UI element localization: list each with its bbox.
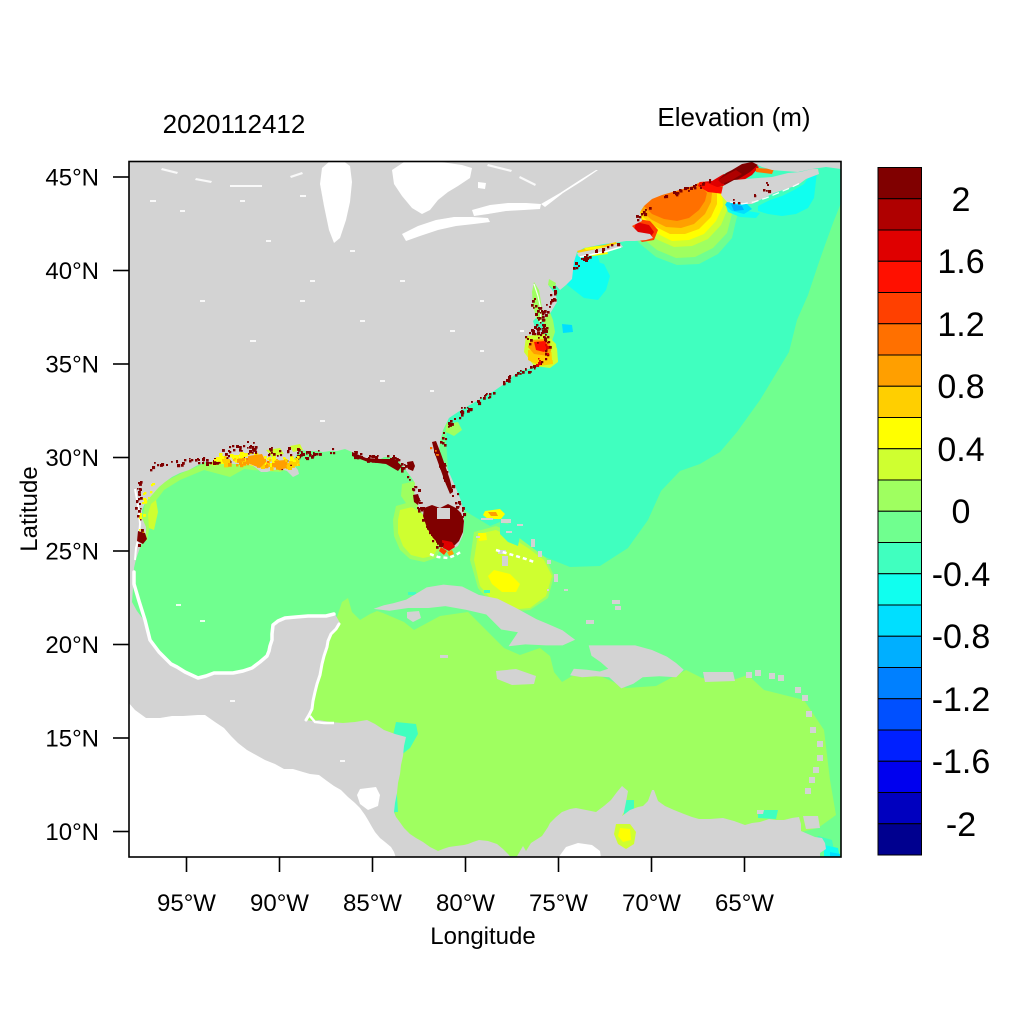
svg-text:Longitude: Longitude (430, 923, 535, 950)
svg-text:-1.2: -1.2 (932, 681, 991, 719)
svg-text:15°N: 15°N (45, 726, 99, 753)
svg-text:1.6: 1.6 (937, 243, 984, 281)
svg-text:65°W: 65°W (715, 890, 774, 917)
svg-text:2: 2 (952, 181, 971, 219)
svg-text:-0.8: -0.8 (932, 618, 991, 656)
svg-text:0: 0 (952, 493, 971, 531)
svg-text:35°N: 35°N (45, 352, 99, 379)
svg-text:30°N: 30°N (45, 445, 99, 472)
svg-text:80°W: 80°W (436, 890, 495, 917)
svg-text:-1.6: -1.6 (932, 743, 991, 781)
svg-text:25°N: 25°N (45, 539, 99, 566)
svg-text:0.8: 0.8 (937, 368, 984, 406)
svg-text:40°N: 40°N (45, 258, 99, 285)
svg-text:Elevation (m): Elevation (m) (657, 102, 810, 132)
svg-text:-2: -2 (946, 806, 976, 844)
svg-text:45°N: 45°N (45, 165, 99, 192)
svg-text:-0.4: -0.4 (932, 556, 991, 594)
svg-text:2020112412: 2020112412 (163, 109, 306, 139)
svg-text:75°W: 75°W (529, 890, 588, 917)
svg-text:90°W: 90°W (250, 890, 309, 917)
svg-text:0.4: 0.4 (937, 431, 984, 469)
svg-text:10°N: 10°N (45, 819, 99, 846)
svg-text:20°N: 20°N (45, 632, 99, 659)
svg-text:1.2: 1.2 (937, 306, 984, 344)
svg-text:95°W: 95°W (157, 890, 216, 917)
svg-text:85°W: 85°W (343, 890, 402, 917)
svg-text:Latitude: Latitude (16, 466, 43, 551)
svg-text:70°W: 70°W (622, 890, 681, 917)
